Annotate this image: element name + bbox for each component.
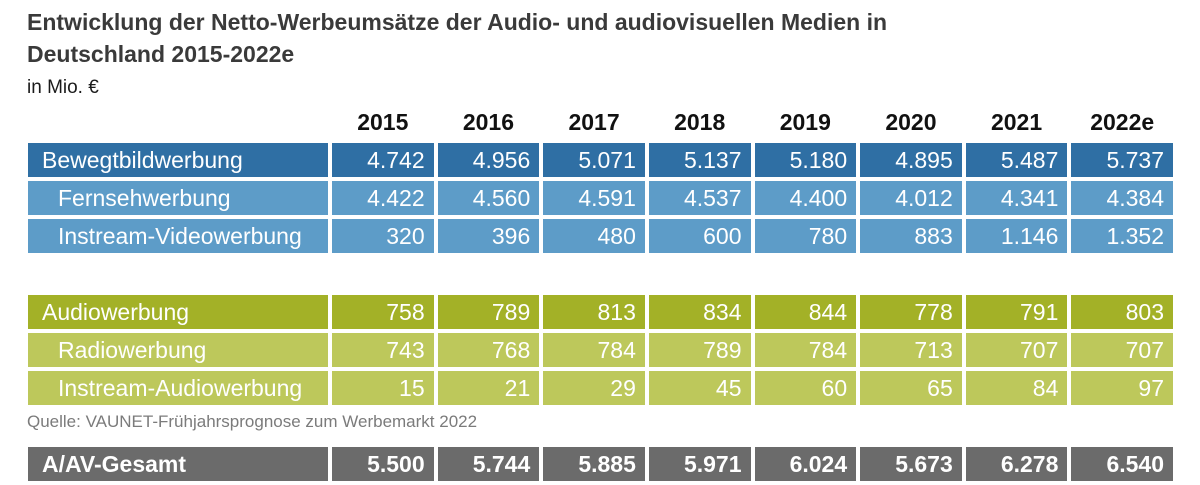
value-cell: 784	[543, 333, 645, 367]
value-cell: 15	[332, 371, 434, 405]
value-cell: 743	[332, 333, 434, 367]
row-label: Fernsehwerbung	[28, 181, 328, 215]
value-cell: 60	[754, 371, 857, 405]
value-cell: 844	[754, 295, 857, 329]
value-cell: 780	[754, 219, 857, 253]
header-corner	[28, 106, 328, 139]
value-cell: 5.071	[543, 143, 645, 177]
table-row: Audiowerbung 758 789 813 834 844 778 791 803	[28, 295, 1173, 329]
group-spacer-cell	[28, 257, 1173, 291]
source-note: Quelle: VAUNET-Frühjahrsprognose zum Wer…	[27, 412, 478, 431]
value-cell: 4.560	[437, 181, 540, 215]
column-header-2019: 2019	[779, 109, 831, 135]
row-label: A/AV-Gesamt	[28, 447, 328, 481]
value-cell: 5.737	[1071, 143, 1173, 177]
table-row: Fernsehwerbung 4.422 4.560 4.591 4.537 4.400 4…	[28, 181, 1173, 215]
value-cell: 813	[543, 295, 645, 329]
value-cell: 480	[543, 219, 645, 253]
value-cell: 5.180	[754, 143, 857, 177]
value-cell: 4.384	[1071, 181, 1173, 215]
value-cell: 5.673	[860, 447, 962, 481]
value-cell: 4.341	[965, 181, 1068, 215]
chart-title: Entwicklung der Netto-Werbeumsätze der A…	[27, 9, 888, 67]
unit-label: in Mio. €	[27, 77, 99, 98]
value-cell: 97	[1071, 371, 1173, 405]
value-cell: 84	[965, 371, 1068, 405]
value-cell: 4.012	[860, 181, 962, 215]
value-cell: 4.422	[332, 181, 434, 215]
value-cell: 784	[754, 333, 857, 367]
value-cell: 789	[437, 295, 540, 329]
value-cell: 1.146	[965, 219, 1068, 253]
row-label: Instream-Audiowerbung	[28, 371, 328, 405]
value-cell: 29	[543, 371, 645, 405]
value-cell: 5.885	[543, 447, 645, 481]
column-header-2020: 2020	[885, 109, 937, 135]
value-cell: 883	[860, 219, 962, 253]
value-cell: 4.400	[754, 181, 857, 215]
value-cell: 45	[648, 371, 751, 405]
column-header-2015: 2015	[357, 109, 409, 135]
column-header-2022e: 2022e	[1090, 109, 1155, 135]
value-cell: 803	[1071, 295, 1173, 329]
value-cell: 1.352	[1071, 219, 1173, 253]
table-header: 2015 2016 2017 2018 2019 2020 2021 2022e	[28, 106, 1173, 139]
value-cell: 6.540	[1071, 447, 1173, 481]
group-spacer	[28, 257, 1173, 291]
data-table: 2015 2016 2017 2018 2019 2020 2021 2022e Bewegt…	[24, 102, 1177, 485]
value-cell: 5.137	[648, 143, 751, 177]
value-cell: 4.537	[648, 181, 751, 215]
value-cell: 320	[332, 219, 434, 253]
value-cell: 768	[437, 333, 540, 367]
table-row: Instream-Videowerbung 320 396 480 600 780 883 1…	[28, 219, 1173, 253]
value-cell: 21	[437, 371, 540, 405]
column-header-2021: 2021	[990, 109, 1043, 135]
table-body: Bewegtbildwerbung 4.742 4.956 5.071 5.137 5.1…	[28, 143, 1173, 481]
value-cell: 5.971	[648, 447, 751, 481]
table-row: A/AV-Gesamt 5.500 5.744 5.885 5.971 6.024 5.67…	[28, 447, 1173, 481]
row-label: Radiowerbung	[28, 333, 328, 367]
value-cell: 791	[965, 295, 1068, 329]
value-cell: 707	[1071, 333, 1173, 367]
table-row: Radiowerbung 743 768 784 789 784 713 707 707	[28, 333, 1173, 367]
value-cell: 600	[648, 219, 751, 253]
column-header-2016: 2016	[462, 109, 515, 135]
value-cell: 713	[860, 333, 962, 367]
column-header-2018: 2018	[674, 109, 726, 135]
table-row: Instream-Audiowerbung 15 21 29 45 60 65 84 97	[28, 371, 1173, 405]
value-cell: 4.956	[437, 143, 540, 177]
value-cell: 789	[648, 333, 751, 367]
table-row: Bewegtbildwerbung 4.742 4.956 5.071 5.137 5.1…	[28, 143, 1173, 177]
value-cell: 834	[648, 295, 751, 329]
column-header-2017: 2017	[568, 109, 620, 135]
row-label: Audiowerbung	[28, 295, 328, 329]
row-label: Bewegtbildwerbung	[28, 143, 328, 177]
value-cell: 5.744	[437, 447, 540, 481]
value-cell: 396	[437, 219, 540, 253]
row-label: Instream-Videowerbung	[28, 219, 328, 253]
value-cell: 707	[965, 333, 1068, 367]
value-cell: 6.278	[965, 447, 1068, 481]
value-cell: 6.024	[754, 447, 857, 481]
value-cell: 778	[860, 295, 962, 329]
value-cell: 758	[332, 295, 434, 329]
value-cell: 65	[860, 371, 962, 405]
value-cell: 4.591	[543, 181, 645, 215]
value-cell: 5.500	[332, 447, 434, 481]
value-cell: 5.487	[965, 143, 1068, 177]
value-cell: 4.742	[332, 143, 434, 177]
header-row: 2015 2016 2017 2018 2019 2020 2021 2022e	[28, 106, 1173, 139]
value-cell: 4.895	[860, 143, 962, 177]
